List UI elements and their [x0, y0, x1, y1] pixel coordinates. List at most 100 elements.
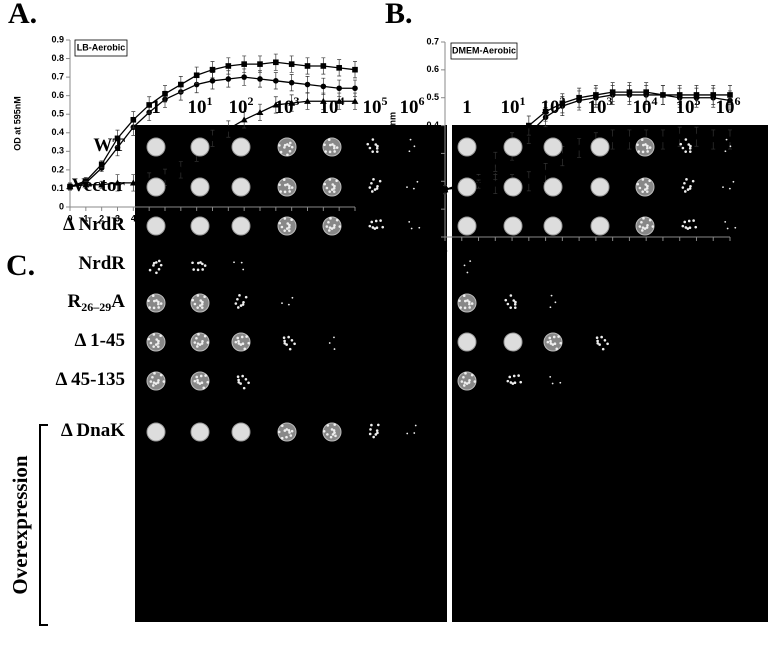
colony: [729, 145, 732, 148]
y-tick-label: 0.8: [51, 53, 64, 63]
dilution-base: 10: [676, 97, 695, 118]
colony: [280, 225, 284, 229]
colony: [379, 219, 382, 222]
y-tick-label: 0.3: [426, 148, 439, 158]
dilution-exponent: 2: [248, 94, 254, 108]
colony-spot: [146, 332, 166, 352]
title-box: [74, 39, 128, 57]
colony: [603, 339, 607, 342]
x-tick-label: 11: [608, 243, 618, 253]
colony: [684, 138, 688, 141]
colony: [651, 225, 655, 228]
marker: [114, 179, 121, 186]
dilution-exponent: 5: [382, 94, 388, 108]
colony: [197, 333, 200, 336]
y-tick-label: 0: [434, 231, 439, 241]
colony: [412, 187, 415, 190]
colony: [196, 342, 200, 345]
colony: [640, 229, 644, 232]
marker: [288, 99, 296, 106]
colony: [238, 294, 241, 297]
colony: [376, 144, 379, 148]
strain-name: Δ 45-135: [56, 369, 125, 390]
colony: [281, 424, 284, 428]
colony: [242, 268, 245, 271]
colony: [158, 259, 161, 263]
colony: [686, 227, 690, 230]
colony: [285, 435, 288, 439]
marker: [726, 136, 734, 143]
dilution-label: 105: [676, 94, 701, 119]
legend-label: ΔNrdR: [334, 162, 363, 172]
colony: [152, 261, 156, 265]
marker: [241, 61, 247, 67]
marker: [316, 180, 324, 187]
colony: [371, 138, 375, 141]
strain-name: Δ NrdR: [63, 214, 125, 235]
colony: [642, 217, 645, 220]
marker: [82, 181, 90, 188]
colony-spot: [457, 332, 477, 352]
colony: [375, 187, 379, 190]
colony: [596, 341, 600, 345]
x-tick-label: 15: [302, 213, 312, 223]
colony: [596, 339, 599, 343]
colony: [241, 374, 244, 378]
colony: [240, 335, 244, 339]
colony: [643, 227, 647, 230]
colony: [645, 187, 649, 190]
colony: [278, 183, 281, 187]
colony: [333, 348, 336, 350]
colony: [286, 183, 289, 186]
y-tick-label: 0: [59, 201, 64, 211]
colony-spot: [457, 293, 477, 313]
colony: [686, 188, 690, 191]
colony: [239, 343, 243, 346]
colony: [368, 224, 372, 228]
colony: [512, 374, 516, 378]
x-axis-label: Time in hours: [558, 258, 617, 268]
colony: [283, 217, 287, 220]
colony: [290, 145, 294, 149]
marker: [256, 108, 264, 115]
y-tick-label: 0.5: [426, 92, 439, 102]
marker: [272, 101, 280, 108]
dilution-label: 1: [462, 97, 472, 118]
colony-spot: [457, 137, 477, 157]
colony: [413, 145, 416, 148]
colony-spot: [590, 137, 610, 157]
colony: [643, 188, 647, 191]
marker: [475, 180, 482, 187]
marker: [676, 133, 684, 140]
colony: [333, 431, 336, 434]
colony: [689, 184, 692, 188]
marker: [707, 197, 713, 203]
colony: [287, 144, 291, 147]
colony: [282, 178, 286, 182]
colony: [198, 343, 202, 346]
colony: [329, 143, 332, 147]
marker: [130, 116, 137, 123]
colony: [366, 142, 370, 146]
marker: [146, 102, 152, 108]
legend-label: OE_NrdR: [724, 226, 765, 236]
colony: [406, 186, 408, 189]
marker: [525, 177, 533, 184]
colony: [369, 428, 372, 431]
colony: [370, 190, 374, 193]
marker: [693, 92, 700, 98]
x-tick-label: 16: [318, 213, 328, 223]
colony: [646, 144, 649, 148]
colony: [331, 143, 334, 146]
colony: [546, 340, 550, 344]
dilution-base: 1: [462, 97, 472, 118]
x-tick-label: 0: [67, 213, 72, 223]
colony: [159, 334, 162, 338]
dilution-label: 102: [541, 94, 566, 119]
colony: [326, 424, 330, 427]
colony: [237, 378, 240, 382]
marker: [336, 65, 342, 71]
marker: [66, 183, 74, 190]
colony: [197, 261, 200, 265]
marker: [727, 92, 733, 98]
